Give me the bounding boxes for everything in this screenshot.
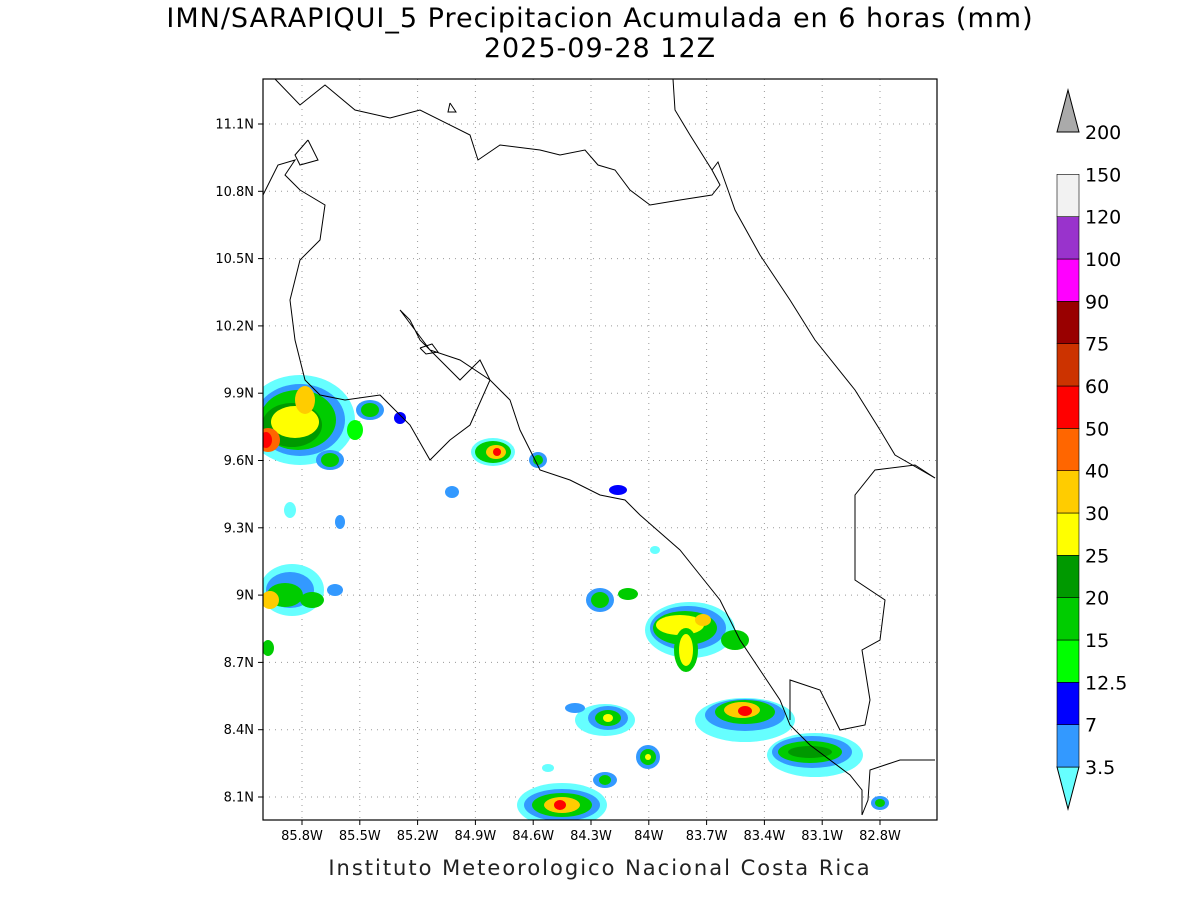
longitude-tick-label: 84W bbox=[634, 829, 664, 844]
colorbar-label: 7 bbox=[1085, 715, 1097, 737]
colorbar-label: 150 bbox=[1085, 164, 1121, 186]
colorbar-swatch bbox=[1056, 174, 1080, 217]
colorbar-swatch bbox=[1056, 428, 1080, 471]
latitude-tick-label: 9N bbox=[236, 589, 254, 604]
precipitation-field bbox=[263, 375, 889, 820]
longitude-tick-label: 85.8W bbox=[281, 829, 323, 844]
coastline-border bbox=[263, 79, 936, 816]
colorbar-label: 12.5 bbox=[1085, 672, 1127, 694]
colorbar-label: 90 bbox=[1085, 291, 1109, 313]
colorbar-swatch bbox=[1056, 597, 1080, 641]
colorbar-label: 25 bbox=[1085, 545, 1109, 567]
latitude-tick-label: 11.1N bbox=[215, 118, 254, 133]
colorbar-swatch bbox=[1056, 258, 1080, 302]
longitude-tick-label: 83.7W bbox=[686, 829, 728, 844]
colorbar-label: 200 bbox=[1085, 122, 1121, 144]
colorbar-swatch bbox=[1056, 724, 1080, 768]
colorbar-swatch bbox=[1056, 216, 1080, 260]
colorbar-label: 60 bbox=[1085, 376, 1109, 398]
latitude-tick-label: 10.8N bbox=[215, 185, 254, 200]
colorbar-label: 75 bbox=[1085, 334, 1109, 356]
colorbar-swatch bbox=[1056, 343, 1080, 387]
longitude-tick-label: 85.2W bbox=[397, 829, 439, 844]
longitude-tick-label: 84.9W bbox=[454, 829, 496, 844]
latitude-tick-label: 9.3N bbox=[224, 521, 254, 536]
longitude-tick-label: 83.4W bbox=[743, 829, 785, 844]
colorbar-label: 20 bbox=[1085, 588, 1109, 610]
colorbar-swatch bbox=[1056, 555, 1080, 598]
latitude-tick-label: 8.7N bbox=[224, 656, 254, 671]
colorbar-swatch bbox=[1056, 385, 1080, 429]
colorbar-label: 50 bbox=[1085, 418, 1109, 440]
map-frame bbox=[262, 78, 938, 821]
footer-credit: Instituto Meteorologico Nacional Costa R… bbox=[328, 856, 872, 880]
colorbar-label: 3.5 bbox=[1085, 757, 1115, 779]
latitude-tick-label: 8.1N bbox=[224, 791, 254, 806]
latitude-axis: 11.1N 10.8N 10.5N 10.2N 9.9N 9.6N 9.3N 9N 8.7N 8.… bbox=[215, 118, 263, 806]
chart-subtitle-datetime: 2025-09-28 12Z bbox=[483, 33, 717, 64]
colorbar-label: 100 bbox=[1085, 249, 1121, 271]
colorbar-max-arrow bbox=[1056, 88, 1080, 133]
colorbar-label: 15 bbox=[1085, 630, 1109, 652]
colorbar-min-arrow bbox=[1056, 766, 1080, 811]
colorbar-label: 30 bbox=[1085, 503, 1109, 525]
chart-title: IMN/SARAPIQUI_5 Precipitacion Acumulada … bbox=[166, 3, 1034, 34]
colorbar-legend: 3.5 7 12.5 15 20 25 30 40 50 60 75 90 100 120 150 200 bbox=[1056, 88, 1127, 811]
colorbar-swatch bbox=[1056, 512, 1080, 556]
latitude-tick-label: 8.4N bbox=[224, 723, 254, 738]
colorbar-swatch bbox=[1056, 682, 1080, 725]
longitude-tick-label: 85.5W bbox=[339, 829, 381, 844]
latitude-tick-label: 9.6N bbox=[224, 454, 254, 469]
latitude-tick-label: 9.9N bbox=[224, 387, 254, 402]
longitude-tick-label: 84.3W bbox=[570, 829, 612, 844]
colorbar-swatch bbox=[1056, 470, 1080, 514]
latitude-tick-label: 10.2N bbox=[215, 319, 254, 334]
longitude-tick-label: 82.8W bbox=[859, 829, 901, 844]
longitude-axis: 85.8W 85.5W 85.2W 84.9W 84.6W 84.3W 84W 83.7W 83… bbox=[281, 820, 901, 844]
colorbar-swatch bbox=[1056, 639, 1080, 683]
colorbar-label: 40 bbox=[1085, 461, 1109, 483]
colorbar-swatch bbox=[1056, 301, 1080, 344]
longitude-tick-label: 83.1W bbox=[801, 829, 843, 844]
longitude-tick-label: 84.6W bbox=[512, 829, 554, 844]
latitude-tick-label: 10.5N bbox=[215, 252, 254, 267]
colorbar-label: 120 bbox=[1085, 207, 1121, 229]
